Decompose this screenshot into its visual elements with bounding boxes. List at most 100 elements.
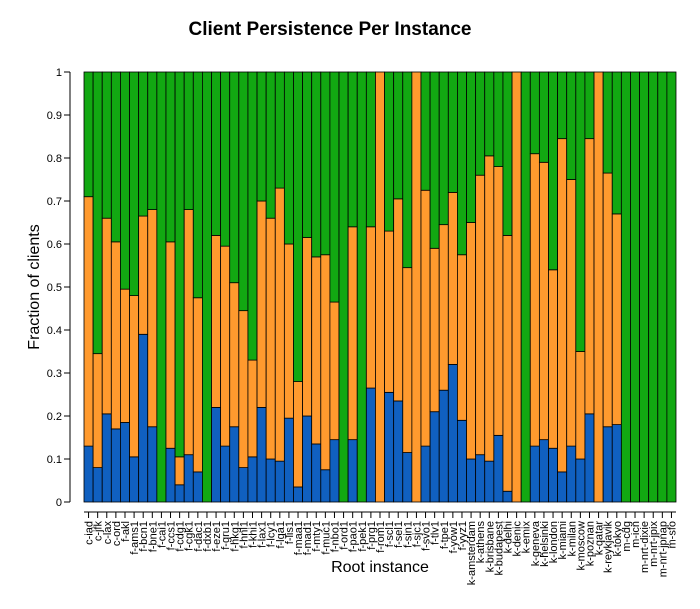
bar-segment — [575, 71, 586, 352]
bar-segment — [420, 189, 431, 447]
x-tick-label: k-brisbane — [484, 521, 496, 572]
x-tick-label: f-lax1 — [257, 521, 269, 548]
bar-segment — [420, 445, 431, 503]
bar-segment — [211, 71, 222, 236]
bar-segment — [648, 71, 659, 503]
bar-segment — [347, 226, 358, 441]
x-tick-label: k-amsterdam — [466, 521, 478, 585]
bar-segment — [238, 310, 249, 468]
bar-segment — [320, 254, 331, 471]
x-tick-label: f-sjc1 — [411, 521, 423, 547]
bar-segment — [293, 486, 303, 503]
bar-segment — [475, 454, 486, 503]
bar-segment — [311, 443, 322, 503]
x-tick-label: m-icn — [630, 521, 642, 548]
bar-segment — [602, 71, 613, 174]
bar-segment — [429, 71, 440, 249]
bar-segment — [220, 71, 231, 247]
bar-segment — [611, 213, 622, 425]
bar-segment — [101, 413, 112, 503]
x-tick-label: k-budapest — [493, 521, 505, 575]
x-tick-label: m-cdg — [621, 521, 633, 552]
bar-segment — [265, 458, 276, 503]
bar-segment — [484, 155, 495, 462]
x-tick-label: f-scl1 — [384, 521, 396, 547]
bar-segment — [165, 241, 176, 449]
bar-segment — [183, 454, 194, 503]
bar-segment — [466, 71, 477, 223]
bar-segment — [375, 71, 385, 503]
bar-segment — [101, 71, 112, 219]
bar-segment — [211, 234, 222, 408]
bar-segment — [83, 71, 94, 198]
x-tick-label: f-bne1 — [147, 521, 159, 552]
bar-segment — [192, 471, 203, 503]
x-tick-label: f-ord1 — [339, 521, 351, 550]
bar-segment — [256, 200, 267, 408]
bar-segment — [365, 226, 376, 389]
bar-segment — [274, 187, 285, 462]
bar-segment — [320, 469, 331, 503]
bar-segment — [138, 215, 149, 335]
bar-segment — [493, 71, 504, 167]
bar-segment — [283, 417, 294, 503]
bar-segment — [466, 458, 477, 503]
bar-segment — [438, 71, 449, 226]
x-tick-label: k-emix — [521, 521, 533, 554]
bar-segment — [92, 467, 103, 503]
bar-segment — [557, 471, 568, 503]
x-tick-label: c-ord — [111, 521, 123, 546]
bar-segment — [147, 426, 158, 503]
x-tick-label: k-denic — [512, 521, 524, 557]
x-tick-label: k-tokyo — [612, 521, 624, 556]
bar-segment — [329, 301, 340, 441]
x-tick-label: f-sel1 — [393, 521, 405, 548]
bar-segment — [329, 439, 340, 503]
bar-segment — [384, 230, 395, 393]
bar-segment — [393, 198, 404, 402]
x-tick-label: k-geneva — [530, 520, 542, 566]
x-tick-label: f-bcn1 — [138, 521, 150, 552]
bar-segment — [329, 71, 340, 303]
bar-segment — [538, 71, 549, 163]
x-tick-label: f-ams1 — [129, 521, 141, 555]
bar-segment — [566, 445, 577, 503]
bar-segment — [475, 71, 486, 176]
bar-segment — [538, 439, 549, 503]
bar-segment — [238, 467, 249, 503]
bar-segment — [584, 71, 595, 140]
chart-title: Client Persistence Per Instance — [188, 19, 471, 40]
x-tick-label: f-ccs1 — [166, 521, 178, 550]
bar-segment — [247, 71, 258, 361]
x-tick-label: f-mad1 — [302, 521, 314, 555]
bar-segment — [457, 254, 467, 421]
x-tick-label: f-svo1 — [421, 521, 433, 551]
bar-segment — [548, 269, 559, 449]
y-tick-label: 0.3 — [47, 368, 62, 380]
bar-segment — [447, 71, 458, 193]
bar-segment — [384, 71, 395, 232]
bar-segment — [566, 179, 577, 447]
x-tick-label: f-pao1 — [348, 521, 360, 552]
x-tick-label: f-rom1 — [375, 521, 387, 553]
bar-segment — [311, 256, 322, 445]
y-tick-label: 0.2 — [47, 411, 62, 423]
bar-segment — [666, 71, 677, 503]
bar-segment — [365, 71, 376, 228]
x-tick-label: f-akl — [120, 521, 132, 542]
bar-segment — [110, 241, 121, 430]
bar-segment — [274, 460, 285, 503]
bar-segment — [247, 359, 258, 458]
bar-segment — [192, 71, 203, 299]
bar-segment — [639, 71, 650, 503]
bar-segment — [575, 458, 586, 503]
bar-segment — [347, 439, 358, 503]
x-tick-label: f-tlv1 — [430, 521, 442, 545]
bar-segment — [129, 295, 140, 458]
x-axis-label: Root instance — [331, 559, 429, 576]
x-tick-label: f-prg1 — [366, 521, 378, 550]
x-tick-label: f-nbo1 — [329, 521, 341, 552]
x-tick-label: k-miami — [557, 521, 569, 560]
bar-segment — [302, 237, 313, 417]
